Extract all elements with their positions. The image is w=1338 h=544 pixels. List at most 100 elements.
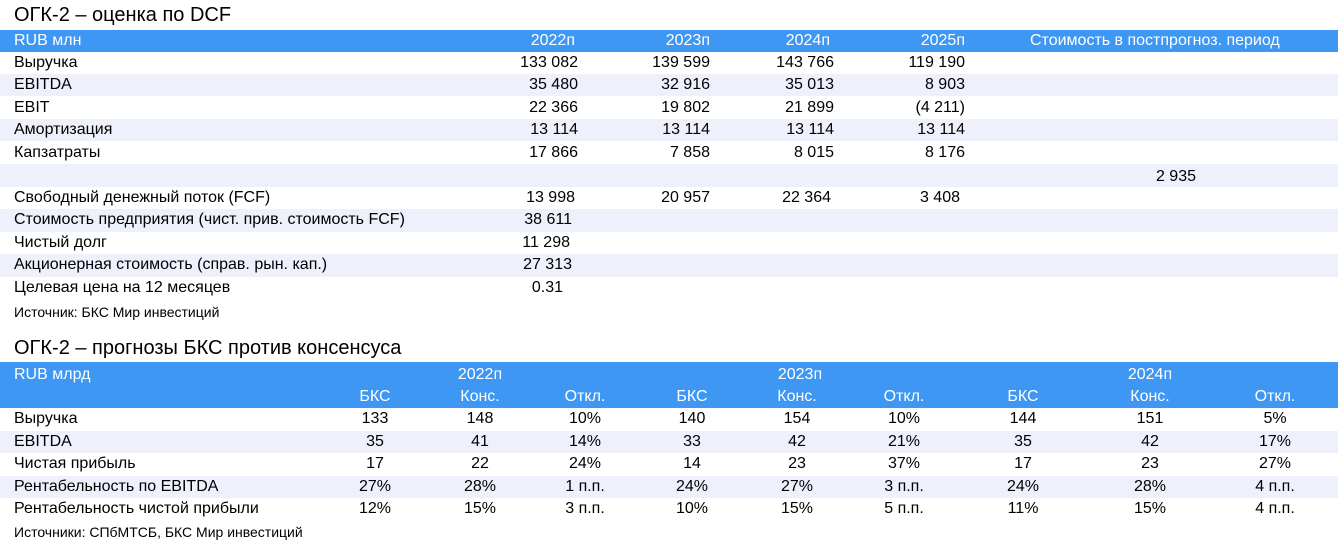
value-2024: 13 114	[786, 121, 834, 138]
subcol-dev-2024: Откл.	[1254, 388, 1296, 405]
cons-2023: 154	[783, 410, 811, 427]
dev-2023: 3 п.п.	[884, 478, 924, 495]
cons-2023: 23	[788, 455, 806, 472]
dcf-row-net-debt: Чистый долг 11 298	[0, 232, 1338, 254]
dev-2024: 27%	[1258, 455, 1292, 472]
consensus-row-net-income: Чистая прибыль 17 22 24% 14 23 37% 17 23…	[0, 453, 1338, 476]
bcs-2022: 27%	[358, 478, 392, 495]
value-2022: 133 082	[520, 54, 578, 71]
row-label: Выручка	[14, 54, 78, 71]
value-2025: 8 176	[924, 144, 965, 161]
bcs-2024: 24%	[1006, 478, 1040, 495]
row-label: Чистый долг	[14, 234, 107, 251]
value-2023: 32 916	[661, 76, 710, 93]
subcol-cons-2024: Конс.	[1130, 388, 1170, 405]
bcs-2023: 24%	[675, 478, 709, 495]
dcf-row-equity: Акционерная стоимость (справ. рын. кап.)…	[0, 254, 1338, 277]
dev-2022: 10%	[568, 410, 602, 427]
row-label: EBITDA	[14, 76, 72, 93]
consensus-header-row: RUB млрд 2022п 2023п 2024п БКС Конс. Отк…	[0, 362, 1338, 408]
row-label: Акционерная стоимость (справ. рын. кап.)	[14, 256, 328, 273]
row-label: Свободный денежный поток (FCF)	[14, 189, 271, 206]
row-label: Чистая прибыль	[14, 455, 136, 472]
dcf-table-title: ОГК-2 – оценка по DCF	[14, 4, 232, 26]
dev-2024: 5%	[1263, 410, 1287, 427]
consensus-year-2024: 2024п	[1127, 366, 1173, 383]
dcf-row-capex: Капзатраты 17 866 7 858 8 015 8 176	[0, 142, 1338, 164]
value-2022: 27 313	[523, 256, 572, 273]
dcf-year-2024: 2024п	[785, 32, 830, 49]
value-2025: (4 211)	[915, 99, 965, 116]
consensus-row-ebitda-margin: Рентабельность по EBITDA 27% 28% 1 п.п. …	[0, 476, 1338, 498]
bcs-2024: 144	[1009, 410, 1037, 427]
value-2022: 0.31	[531, 279, 563, 296]
bcs-2022: 35	[366, 433, 384, 450]
dev-2023: 37%	[887, 455, 921, 472]
row-label: EBITDA	[14, 433, 72, 450]
row-label: Амортизация	[14, 121, 113, 138]
dcf-header-row: RUB млн 2022п 2023п 2024п 2025п Стоимост…	[0, 30, 1338, 52]
value-2023: 139 599	[652, 54, 710, 71]
consensus-table-title: ОГК-2 – прогнозы БКС против консенсуса	[14, 337, 402, 359]
dev-2024: 17%	[1258, 433, 1292, 450]
cons-2022: 148	[466, 410, 494, 427]
consensus-row-ebitda: EBITDA 35 41 14% 33 42 21% 35 42 17%	[0, 431, 1338, 453]
value-2024: 21 899	[785, 99, 834, 116]
value-2023: 7 858	[669, 144, 710, 161]
terminal-value: 2 935	[1155, 168, 1196, 185]
row-label: Рентабельность по EBITDA	[14, 478, 219, 495]
dev-2023: 21%	[887, 433, 921, 450]
value-2023: 20 957	[661, 189, 710, 206]
consensus-source-note: Источники: СПбМТСБ, БКС Мир инвестиций	[14, 524, 303, 540]
value-2022: 35 480	[529, 76, 578, 93]
dev-2023: 5 п.п.	[884, 500, 924, 517]
cons-2024: 23	[1141, 455, 1159, 472]
subcol-dev-2022: Откл.	[564, 388, 606, 405]
row-label: Целевая цена на 12 месяцев	[14, 279, 231, 296]
value-2022: 13 114	[530, 121, 578, 138]
subcol-cons-2022: Конс.	[460, 388, 500, 405]
dcf-row-depreciation: Амортизация 13 114 13 114 13 114 13 114	[0, 119, 1338, 141]
row-label: EBIT	[14, 99, 50, 116]
consensus-year-2023: 2023п	[777, 366, 823, 383]
dev-2022: 24%	[568, 455, 602, 472]
dev-2022: 1 п.п.	[565, 478, 605, 495]
value-2025: 13 114	[917, 121, 965, 138]
row-label: Капзатраты	[14, 144, 101, 161]
row-label: Выручка	[14, 410, 78, 427]
cons-2024: 151	[1136, 410, 1164, 427]
cons-2024: 15%	[1133, 500, 1167, 517]
value-2023: 13 114	[662, 121, 710, 138]
cons-2022: 41	[471, 433, 489, 450]
row-label: Рентабельность чистой прибыли	[14, 500, 259, 517]
bcs-2022: 133	[361, 410, 389, 427]
dcf-row-target-price: Целевая цена на 12 месяцев 0.31	[0, 277, 1338, 299]
dcf-year-2022: 2022п	[530, 32, 575, 49]
dcf-source-note: Источник: БКС Мир инвестиций	[14, 304, 220, 320]
bcs-2022: 12%	[358, 500, 392, 517]
subcol-bcs-2024: БКС	[1007, 388, 1039, 405]
value-2022: 13 998	[526, 189, 575, 206]
consensus-year-2022: 2022п	[457, 366, 503, 383]
subcol-dev-2023: Откл.	[883, 388, 925, 405]
bcs-2023: 10%	[675, 500, 709, 517]
value-2022: 17 866	[529, 144, 578, 161]
dev-2022: 14%	[568, 433, 602, 450]
dcf-row-ebit: EBIT 22 366 19 802 21 899 (4 211)	[0, 97, 1338, 119]
bcs-2023: 33	[683, 433, 701, 450]
value-2025: 119 190	[908, 54, 965, 71]
value-2022: 22 366	[529, 99, 578, 116]
cons-2022: 15%	[463, 500, 497, 517]
bcs-2024: 35	[1014, 433, 1032, 450]
value-2024: 35 013	[785, 76, 834, 93]
dcf-row-ev: Стоимость предприятия (чист. прив. стоим…	[0, 209, 1338, 232]
dcf-year-2025: 2025п	[920, 32, 965, 49]
consensus-row-net-margin: Рентабельность чистой прибыли 12% 15% 3 …	[0, 498, 1338, 521]
dcf-row-ebitda: EBITDA 35 480 32 916 35 013 8 903	[0, 74, 1338, 96]
consensus-unit-label: RUB млрд	[14, 366, 91, 383]
bcs-2024: 11%	[1007, 500, 1039, 517]
value-2025: 3 408	[919, 189, 960, 206]
consensus-row-revenue: Выручка 133 148 10% 140 154 10% 144 151 …	[0, 408, 1338, 431]
cons-2024: 42	[1141, 433, 1159, 450]
bcs-2024: 17	[1014, 455, 1032, 472]
